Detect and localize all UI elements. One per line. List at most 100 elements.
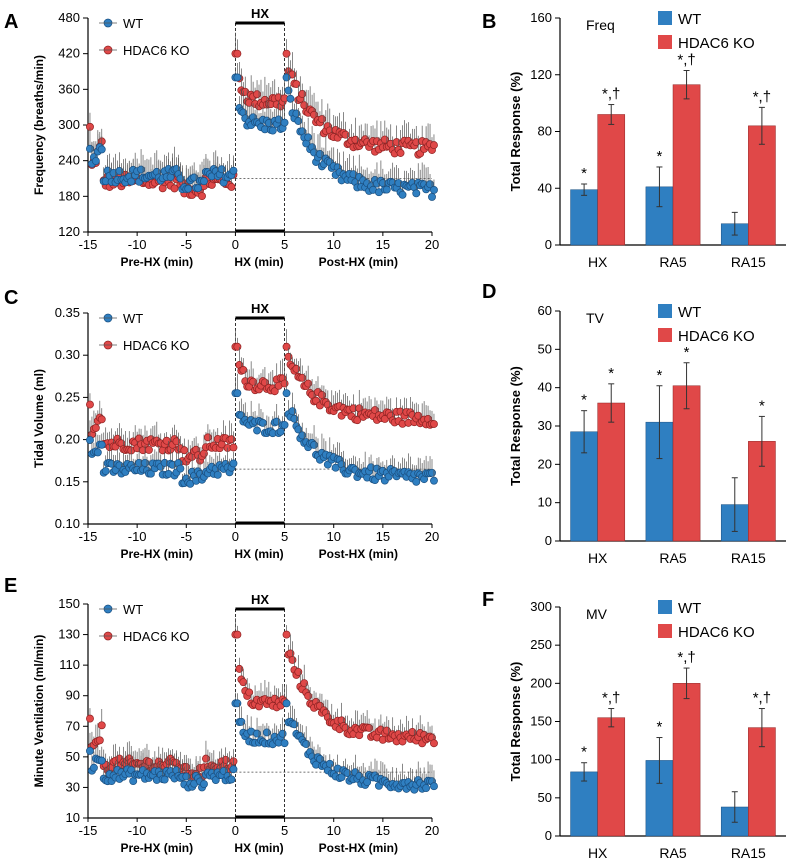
data-point-ko [298,373,307,382]
x-axis-label: Post-HX (min) [319,547,398,561]
panel-title: TV [586,310,605,326]
significance-label: *,† [677,649,695,666]
data-point-wt [237,717,246,726]
panel-letter: A [4,11,18,33]
legend-label-ko: HDAC6 KO [678,328,755,345]
legend-label-ko: HDAC6 KO [123,338,189,353]
legend-label-ko: HDAC6 KO [123,629,189,644]
data-point-wt [141,458,149,467]
y-tick-label: 30 [66,779,80,794]
x-tick-label: 0 [232,823,239,838]
data-point-wt [200,177,208,186]
legend-label-wt: WT [678,304,701,321]
x-axis-label: Post-HX (min) [319,841,398,855]
y-tick-label: 250 [530,637,552,652]
data-point-wt [298,431,307,440]
data-point-wt [282,389,291,398]
data-point-wt [127,177,136,186]
category-label: HX [588,845,608,861]
data-point-wt [325,759,334,768]
x-tick-label: 10 [326,529,340,544]
x-tick-label: 10 [326,823,340,838]
data-point-ko [304,379,313,388]
significance-label: * [759,397,765,414]
data-point-wt [137,165,146,174]
legend-swatch-wt [658,304,672,318]
category-label: RA15 [731,845,766,861]
data-point-wt [258,419,267,427]
x-tick-label: 5 [281,823,288,838]
data-point-wt [182,772,191,781]
data-point-ko [97,721,106,730]
data-point-wt [115,167,124,175]
y-tick-label: 0.15 [55,474,80,489]
y-tick-label: 0.25 [55,389,80,404]
category-label: RA15 [731,550,766,566]
data-point-wt [363,778,372,786]
significance-label: * [657,148,663,165]
data-point-wt [229,166,238,175]
significance-label: * [581,392,587,409]
data-point-ko [229,443,238,452]
data-point-wt [262,728,271,737]
data-point-wt [331,463,340,472]
data-point-ko [233,49,242,58]
data-point-wt [86,144,94,153]
significance-label: *,† [602,86,620,103]
y-axis-label: Frequency (breaths/min) [32,55,46,195]
data-point-ko [170,184,179,193]
y-tick-label: 10 [66,810,80,825]
significance-label: * [608,365,614,382]
y-tick-label: 0.10 [55,516,80,531]
data-point-wt [398,190,407,199]
y-axis-label: Total Response (%) [508,366,523,486]
data-point-ko [253,90,262,99]
panel-c: C 0.10 0.15 0.20 0.25 0.30 0.35 Tidal Volume (m… [4,287,439,561]
legend-label-wt: WT [123,16,143,31]
y-tick-label: 80 [538,124,552,139]
panel-letter: D [482,281,496,303]
y-tick-label: 70 [66,718,80,733]
data-point-wt [292,109,301,118]
x-tick-label: 5 [281,237,288,252]
data-point-ko [198,192,206,201]
x-tick-label: -5 [181,529,193,544]
data-point-ko [227,182,236,191]
x-tick-label: -5 [181,823,193,838]
category-label: RA5 [659,845,686,861]
bar-ko [597,114,626,246]
category-label: RA5 [659,254,686,270]
panel-letter: F [482,589,494,611]
y-tick-label: 120 [58,224,80,239]
data-point-ko [430,420,438,428]
category-label: RA15 [731,254,766,270]
x-axis-label: HX (min) [234,547,283,561]
data-point-wt [422,784,431,792]
data-point-ko [144,445,153,454]
data-point-ko [408,728,417,736]
data-point-wt [97,756,106,765]
data-point-ko [233,630,242,639]
data-point-wt [268,126,277,135]
data-point-ko [317,115,326,124]
data-point-wt [89,763,98,772]
legend-swatch-ko [658,328,672,342]
x-tick-label: -10 [128,237,147,252]
significance-label: *,† [677,51,695,68]
x-tick-label: -15 [79,823,98,838]
x-tick-label: 15 [376,529,390,544]
significance-label: * [657,367,663,384]
y-tick-label: 0.30 [55,347,80,362]
data-point-ko [249,377,258,386]
x-tick-label: -15 [79,529,98,544]
significance-label: *,† [602,690,620,707]
y-tick-label: 150 [530,714,552,729]
panel-letter: E [4,575,17,597]
data-point-wt [194,184,203,193]
x-tick-label: 20 [425,529,439,544]
panel-a: A 120 180 240 300 360 420 480 Frequency (breaths… [4,6,439,269]
x-axis-label: HX (min) [234,841,283,855]
data-point-ko [239,366,248,374]
data-point-wt [160,775,169,784]
bar-wt [570,771,598,837]
